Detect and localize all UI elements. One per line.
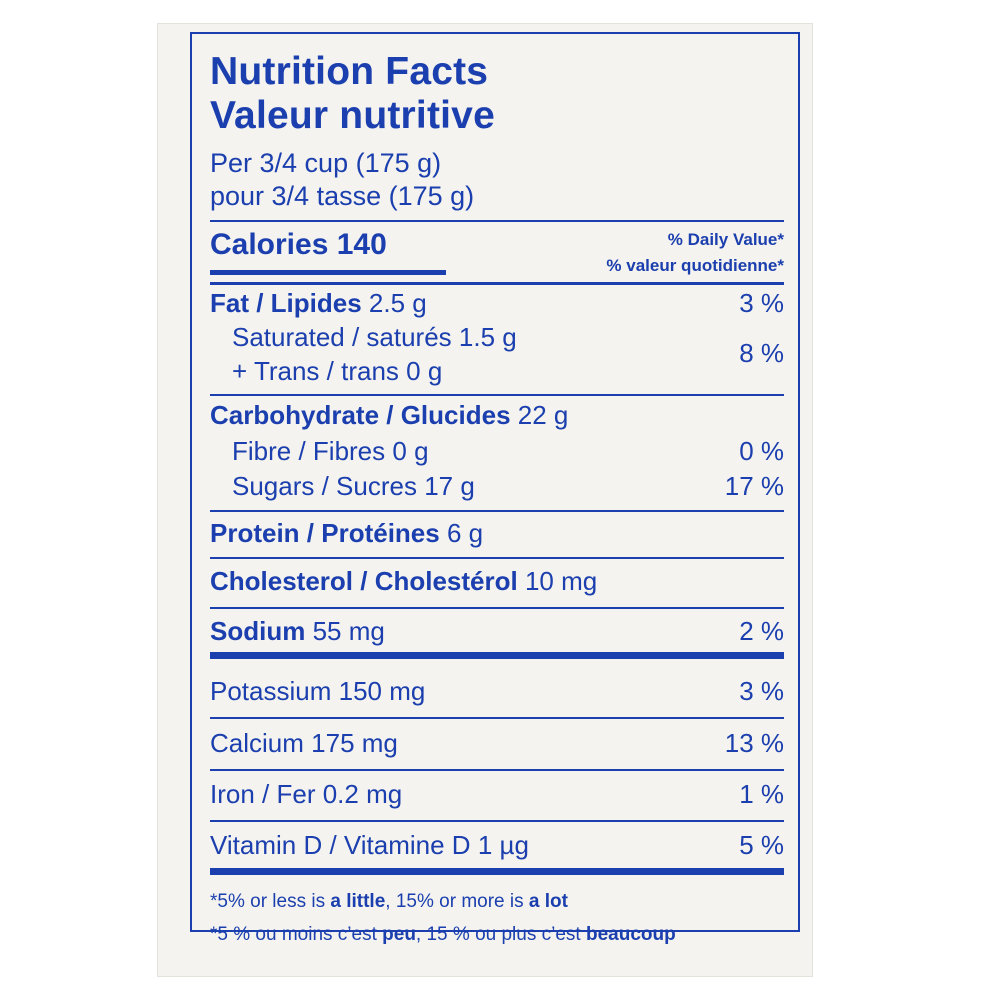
divider <box>210 220 784 222</box>
sugars-name: Sugars / Sucres <box>232 471 417 501</box>
daily-value-header-en: % Daily Value* <box>667 230 784 249</box>
footnote-en-bold-2: a lot <box>528 891 568 912</box>
calcium-dv: 13 % <box>724 728 784 758</box>
footnote-fr-bold-2: beaucoup <box>585 924 676 945</box>
sugars-dv: 17 % <box>724 471 784 501</box>
vitamin-d-name: Vitamin D / Vitamine D <box>210 830 471 860</box>
divider <box>210 282 784 285</box>
protein-row: Protein / Protéines 6 g <box>210 518 483 548</box>
fat-amount: 2.5 g <box>368 288 427 318</box>
footnote-en-bold-1: a little <box>330 891 386 912</box>
potassium-name: Potassium <box>210 676 332 706</box>
trans-name: + Trans / trans <box>232 356 399 386</box>
iron-row: Iron / Fer 0.2 mg <box>210 779 402 809</box>
calcium-row: Calcium 175 mg <box>210 728 398 758</box>
serving-size-fr: pour 3/4 tasse (175 g) <box>210 181 475 211</box>
potassium-dv: 3 % <box>739 676 784 706</box>
calcium-amount: 175 mg <box>311 728 398 758</box>
nutrition-facts-panel: Nutrition Facts Valeur nutritive Per 3/4… <box>190 32 800 945</box>
sugars-row: Sugars / Sucres 17 g <box>232 471 475 501</box>
footnote-en-text-1: *5% or less is <box>210 891 331 912</box>
sodium-dv: 2 % <box>739 616 784 646</box>
serving-size-en: Per 3/4 cup (175 g) <box>210 148 442 178</box>
footnote-fr-text-2: , 15 % ou plus c’est <box>415 924 586 945</box>
divider <box>210 394 784 396</box>
fibre-name: Fibre / Fibres <box>232 436 386 466</box>
thick-divider <box>210 652 784 659</box>
saturated-row: Saturated / saturés 1.5 g <box>232 322 517 352</box>
sodium-name: Sodium <box>210 616 306 646</box>
calories-value: 140 <box>336 228 387 261</box>
calories-underline <box>210 270 446 275</box>
trans-row: + Trans / trans 0 g <box>232 356 442 386</box>
saturated-name: Saturated / saturés <box>232 322 452 352</box>
cholesterol-amount: 10 mg <box>524 566 598 596</box>
footnote-en: *5% or less is a little, 15% or more is … <box>210 890 568 914</box>
fibre-amount: 0 g <box>392 436 429 466</box>
potassium-amount: 150 mg <box>338 676 426 706</box>
sodium-row: Sodium 55 mg <box>210 616 385 646</box>
calories-label: Calories <box>210 228 329 261</box>
fat-row: Fat / Lipides 2.5 g <box>210 288 427 318</box>
potassium-row: Potassium 150 mg <box>210 676 425 706</box>
protein-name: Protein / Protéines <box>210 518 440 548</box>
vitamin-d-amount: 1 µg <box>477 830 529 860</box>
saturated-amount: 1.5 g <box>458 322 517 352</box>
divider <box>210 769 784 771</box>
thick-divider <box>210 868 784 875</box>
divider <box>210 607 784 609</box>
fibre-dv: 0 % <box>739 436 784 466</box>
footnote-fr: *5 % ou moins c’est peu, 15 % ou plus c’… <box>210 923 676 947</box>
divider <box>210 557 784 559</box>
footnote-fr-text-1: *5 % ou moins c’est <box>210 924 383 945</box>
fibre-row: Fibre / Fibres 0 g <box>232 436 429 466</box>
sat-trans-dv: 8 % <box>739 338 784 368</box>
footnote-en-text-2: , 15% or more is <box>385 891 529 912</box>
daily-value-header-fr: % valeur quotidienne* <box>606 256 784 275</box>
carbohydrate-amount: 22 g <box>517 400 569 430</box>
trans-amount: 0 g <box>406 356 443 386</box>
iron-name: Iron / Fer <box>210 779 316 809</box>
cholesterol-row: Cholesterol / Cholestérol 10 mg <box>210 566 597 596</box>
label-card <box>158 24 812 976</box>
fat-dv: 3 % <box>739 288 784 318</box>
vitamin-d-row: Vitamin D / Vitamine D 1 µg <box>210 830 529 860</box>
footnote-fr-bold-1: peu <box>382 924 416 945</box>
title-en: Nutrition Facts <box>210 50 489 93</box>
vitamin-d-dv: 5 % <box>739 830 784 860</box>
iron-amount: 0.2 mg <box>322 779 403 809</box>
calcium-name: Calcium <box>210 728 304 758</box>
sodium-amount: 55 mg <box>312 616 385 646</box>
carbohydrate-name: Carbohydrate / Glucides <box>210 400 511 430</box>
sugars-amount: 17 g <box>424 471 475 501</box>
fat-name: Fat / Lipides <box>210 288 362 318</box>
title-fr: Valeur nutritive <box>210 94 495 137</box>
iron-dv: 1 % <box>739 779 784 809</box>
carbohydrate-row: Carbohydrate / Glucides 22 g <box>210 400 568 430</box>
divider <box>210 820 784 822</box>
divider <box>210 717 784 719</box>
calories: Calories 140 <box>210 228 387 262</box>
cholesterol-name: Cholesterol / Cholestérol <box>210 566 518 596</box>
divider <box>210 510 784 512</box>
protein-amount: 6 g <box>446 518 484 548</box>
